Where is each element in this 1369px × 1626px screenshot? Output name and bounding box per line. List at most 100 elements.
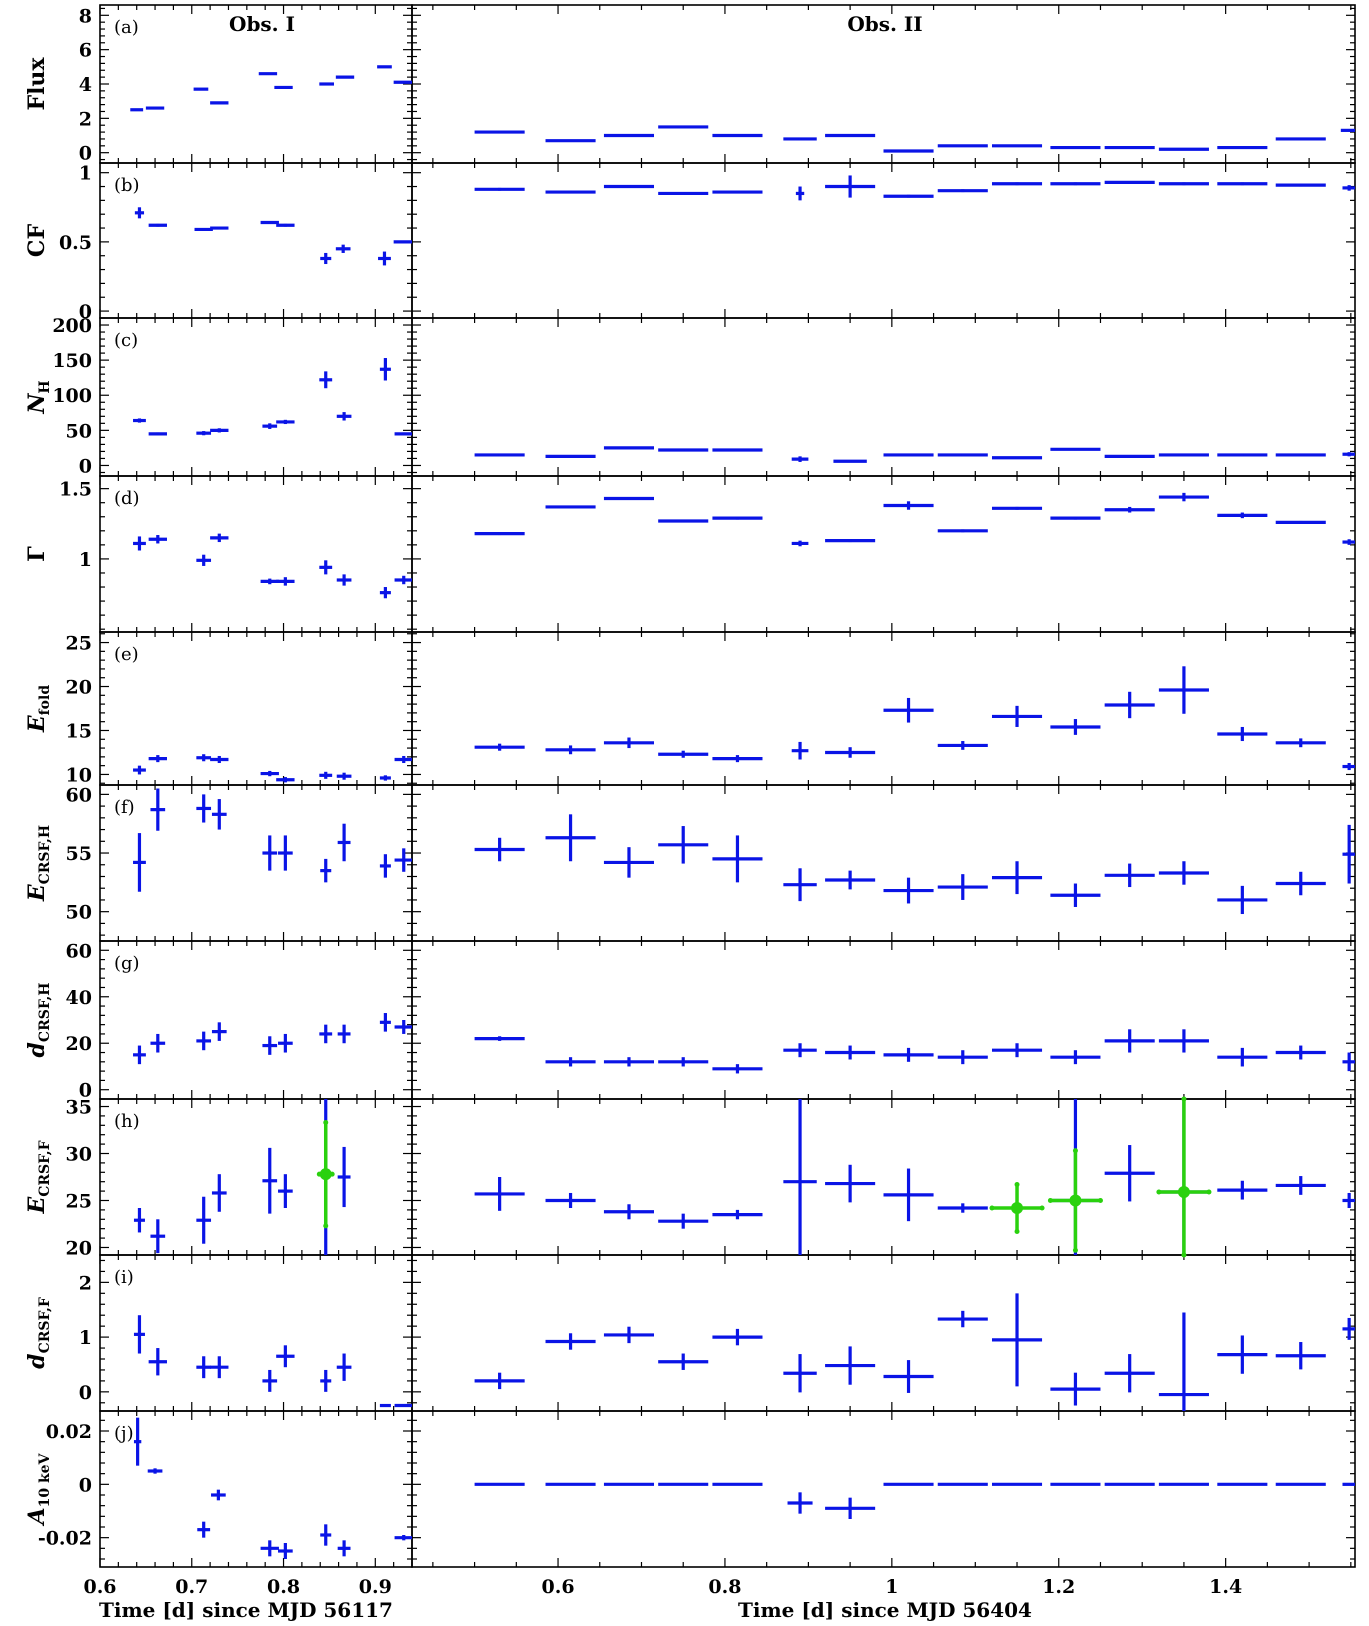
- y-tick-label: 40: [66, 987, 92, 1009]
- y-axis-label: CF: [24, 224, 50, 258]
- panel-frame-left: [99, 1098, 413, 1256]
- y-axis-label: ECRSF,H: [24, 825, 53, 902]
- x-tick-label: 1.2: [1042, 1576, 1075, 1598]
- y-tick-label: 4: [79, 74, 92, 96]
- y-tick-label: -0.02: [38, 1528, 92, 1550]
- y-tick-label: 200: [52, 315, 92, 337]
- panel-frame-left: [99, 784, 413, 942]
- y-tick-label: 15: [66, 720, 92, 742]
- y-tick-label: 0.5: [59, 232, 92, 254]
- y-axis-label: dCRSF,H: [24, 983, 53, 1058]
- obs-label-left: Obs. I: [229, 12, 295, 36]
- errorbar-cap: [1039, 1205, 1045, 1211]
- x-axis-label-left: Time [d] since MJD 56117: [99, 1598, 393, 1622]
- panel-frames: [99, 4, 1356, 1568]
- panel-frame-left: [99, 475, 413, 633]
- y-tick-label: 0: [79, 1474, 92, 1496]
- x-tick-label: 0.8: [708, 1576, 741, 1598]
- panel-tag: (i): [114, 1267, 134, 1288]
- errorbar-cap: [323, 1223, 329, 1229]
- panel-frame-right: [411, 1410, 1356, 1568]
- y-axis-label: Flux: [24, 57, 50, 111]
- panel-frame-left: [99, 317, 413, 477]
- errorbar-cap: [1014, 1229, 1020, 1235]
- panel-tag: (f): [114, 797, 135, 818]
- panel-tag: (e): [114, 644, 139, 665]
- errorbar-cap: [989, 1205, 995, 1211]
- panel-frame-left: [99, 1254, 413, 1412]
- errorbar-cap: [1072, 1247, 1078, 1253]
- y-tick-label: 25: [66, 633, 92, 655]
- y-axis-label: NH: [24, 380, 53, 414]
- y-tick-label: 20: [66, 677, 92, 699]
- x-tick-label: 1: [885, 1576, 898, 1598]
- panel-frame-right: [411, 1098, 1356, 1256]
- x-tick-label: 0.6: [542, 1576, 575, 1598]
- panel-tag: (c): [114, 330, 138, 351]
- errorbar-cap: [1014, 1182, 1020, 1188]
- errorbar-cap: [1097, 1197, 1103, 1203]
- x-axis-label-right: Time [d] since MJD 56404: [738, 1598, 1032, 1622]
- errorbar-cap: [1156, 1189, 1162, 1195]
- panel-frame-right: [411, 940, 1356, 1100]
- y-tick-label: 2: [79, 108, 92, 130]
- y-axis-label: A10 keV: [24, 1452, 53, 1526]
- errorbar-cap: [1181, 1096, 1187, 1102]
- panel-frame-left: [99, 1410, 413, 1568]
- y-tick-label: 50: [66, 902, 92, 924]
- y-tick-label: 20: [66, 1237, 92, 1259]
- errorbar-cap: [1047, 1197, 1053, 1203]
- y-tick-label: 60: [66, 940, 92, 962]
- y-tick-label: 1.5: [59, 479, 92, 501]
- y-tick-label: 30: [66, 1144, 92, 1166]
- errorbar-cap: [316, 1171, 322, 1177]
- y-tick-label: 6: [79, 40, 92, 62]
- errorbar-cap: [1181, 1252, 1187, 1258]
- panel-tag: (d): [114, 488, 140, 509]
- y-tick-label: 1: [79, 1327, 92, 1349]
- y-axis-label: dCRSF,F: [24, 1297, 53, 1369]
- data-point-marker: [1177, 1186, 1190, 1199]
- data-layer: [130, 65, 1355, 1559]
- y-tick-label: 0.02: [46, 1421, 92, 1443]
- panel-tag: (j): [114, 1423, 134, 1444]
- y-tick-label: 10: [66, 764, 92, 786]
- y-tick-label: 35: [66, 1097, 92, 1119]
- y-tick-label: 1: [79, 163, 92, 185]
- y-tick-label: 55: [66, 843, 92, 865]
- panel-tag: (g): [114, 953, 140, 974]
- data-point-marker: [1011, 1202, 1024, 1215]
- y-tick-label: 8: [79, 5, 92, 27]
- errorbar-cap: [329, 1171, 335, 1177]
- x-tick-label: 0.7: [175, 1576, 208, 1598]
- y-tick-label: 60: [66, 784, 92, 806]
- y-axis-label: Γ: [24, 546, 50, 562]
- y-axis-label: ECRSF,F: [24, 1140, 53, 1214]
- y-tick-label: 25: [66, 1190, 92, 1212]
- panel-frame-right: [411, 317, 1356, 477]
- panel-frame-left: [99, 631, 413, 786]
- panel-frame-right: [411, 631, 1356, 786]
- y-tick-label: 150: [52, 350, 92, 372]
- y-tick-label: 0: [79, 455, 92, 477]
- y-tick-label: 0: [79, 143, 92, 165]
- panel-frame-right: [411, 162, 1356, 319]
- errorbar-cap: [1072, 1148, 1078, 1154]
- y-tick-label: 0: [79, 1382, 92, 1404]
- errorbar-cap: [1206, 1189, 1212, 1195]
- y-tick-label: 0: [79, 1080, 92, 1102]
- x-tick-label: 1.4: [1209, 1576, 1242, 1598]
- data-point-marker: [319, 1168, 332, 1181]
- panel-frame-left: [99, 162, 413, 319]
- panel-frame-right: [411, 475, 1356, 633]
- y-tick-label: 50: [66, 420, 92, 442]
- panel-tag: (h): [114, 1111, 140, 1132]
- y-tick-label: 2: [79, 1272, 92, 1294]
- panel-tag: (b): [114, 175, 140, 196]
- data-point-marker: [1069, 1194, 1082, 1207]
- errorbar-cap: [323, 1119, 329, 1125]
- y-tick-label: 100: [52, 385, 92, 407]
- x-tick-label: 0.8: [267, 1576, 300, 1598]
- text-layer: Obs. I Obs. II Time [d] since MJD 56117 …: [24, 5, 1242, 1622]
